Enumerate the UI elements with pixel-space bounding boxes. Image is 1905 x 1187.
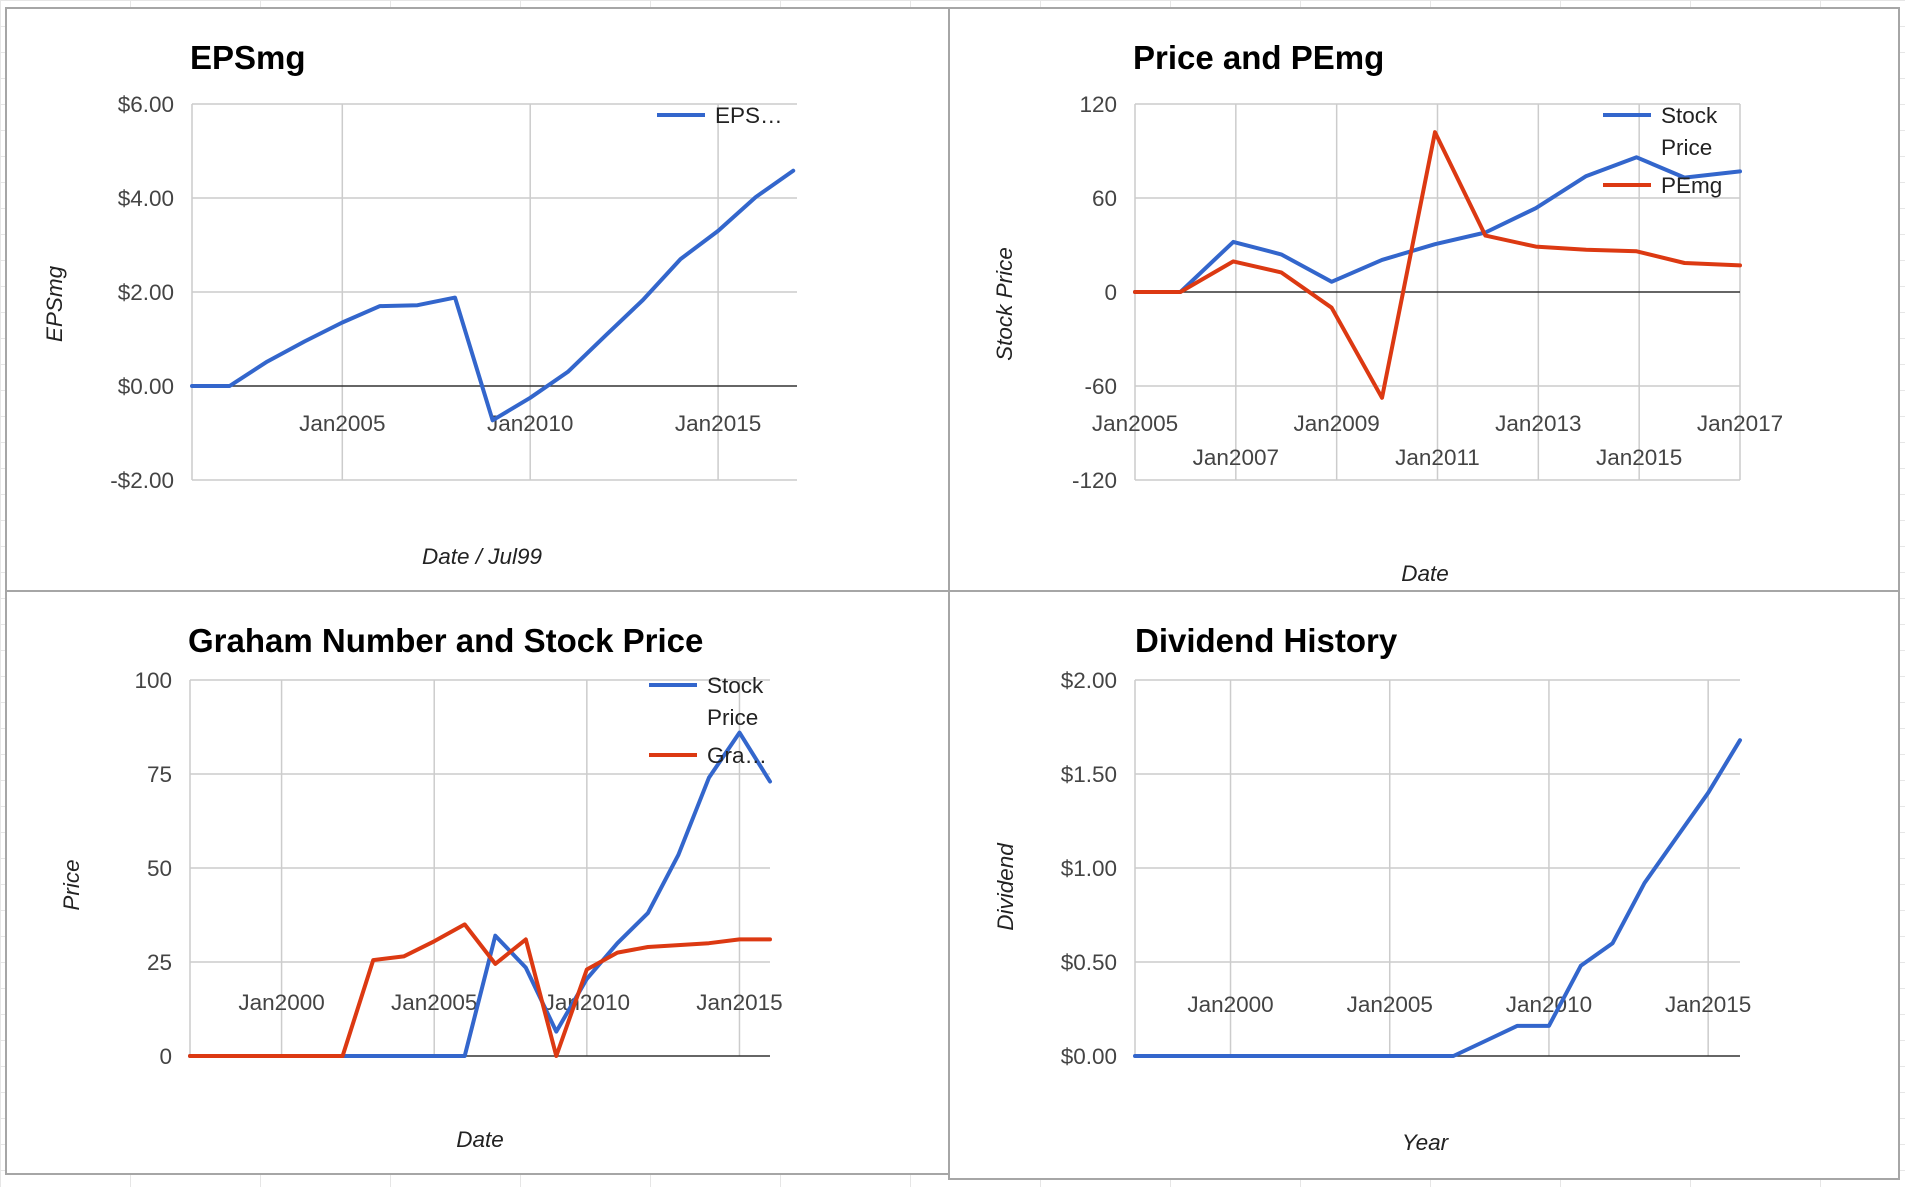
price_pe-y-tick-label: 0: [1104, 280, 1117, 305]
graham-y-tick-label: 50: [147, 856, 172, 881]
graham-legend-label-0: Stock Price: [707, 673, 764, 730]
graham-chart-plot: 100 75 50 25 0 Jan2000 Jan2005 Jan2010 Jan2015 St…: [134, 668, 782, 1069]
graham-x-tick-label: Jan2010: [544, 990, 630, 1015]
graham-x-tick-label: Jan2000: [238, 990, 324, 1015]
graham-chart-title: Graham Number and Stock Price: [188, 622, 703, 659]
eps-legend-label-0: EPS…: [715, 103, 783, 128]
eps-x-tick-label: Jan2005: [299, 411, 385, 436]
price_pe-series-line-1: [1133, 130, 1742, 400]
price_pe-x-tick-label: Jan2009: [1293, 411, 1379, 436]
dividend-y-tick-label: $1.50: [1061, 762, 1117, 787]
graham-chart-panel: Graham Number and Stock Price 100 75 50 25 0…: [5, 590, 950, 1175]
price_pe-x-tick-label: Jan2011: [1395, 445, 1480, 470]
eps-x-tick-label: Jan2015: [675, 411, 761, 436]
price_pe-x-tick-label: Jan2015: [1596, 445, 1682, 470]
graham-y-tick-label: 100: [134, 668, 172, 693]
dividend-x-tick-label: Jan2015: [1665, 992, 1751, 1017]
eps-chart-xlabel: Date / Jul99: [422, 544, 543, 569]
eps-series-line-0: [190, 168, 796, 423]
price-pe-chart-ylabel: Stock Price: [992, 247, 1017, 361]
price_pe-legend-label-1: PEmg: [1661, 173, 1722, 198]
eps-y-tick-label: -$2.00: [110, 468, 174, 493]
dividend-chart: Dividend History $2.00 $1.50 $1.00 $0.50 $0.…: [993, 622, 1752, 1155]
graham-legend-label-line: Stock: [707, 673, 764, 698]
price_pe-x-tick-label: Jan2007: [1193, 445, 1279, 470]
dividend-x-tick-label: Jan2005: [1347, 992, 1433, 1017]
eps-chart-title: EPSmg: [190, 39, 306, 76]
graham-y-tick-label: 0: [159, 1044, 172, 1069]
graham-chart: Graham Number and Stock Price 100 75 50 25 0…: [59, 622, 783, 1152]
dividend-chart-ylabel: Dividend: [993, 842, 1018, 931]
price_pe-legend-label-0: Stock Price: [1661, 103, 1718, 160]
price_pe-legend-label-line: Stock: [1661, 103, 1718, 128]
price-pe-chart-title: Price and PEmg: [1133, 39, 1384, 76]
graham-y-tick-label: 25: [147, 950, 172, 975]
price_pe-x-tick-label: Jan2017: [1697, 411, 1783, 436]
eps-y-tick-label: $4.00: [118, 186, 174, 211]
eps-chart-ylabel: EPSmg: [42, 265, 67, 342]
dividend-chart-title: Dividend History: [1135, 622, 1398, 659]
graham-y-tick-label: 75: [147, 762, 172, 787]
graham-series-line-1: [188, 922, 772, 1058]
price_pe-series-line-0: [1133, 155, 1742, 294]
eps-y-tick-label: $2.00: [118, 280, 174, 305]
eps-y-tick-label: $0.00: [118, 374, 174, 399]
price_pe-legend-label-line: Price: [1661, 135, 1712, 160]
graham-chart-xlabel: Date: [456, 1127, 504, 1152]
dividend-series-line-0: [1133, 738, 1742, 1058]
price-pe-chart-xlabel: Date: [1401, 561, 1449, 586]
dividend-chart-xlabel: Year: [1402, 1130, 1450, 1155]
price-pe-chart-panel: Price and PEmg 120 60 0 -60 -120 Jan2005 Jan20…: [948, 7, 1900, 592]
price_pe-y-tick-label: -120: [1072, 468, 1117, 493]
graham-chart-ylabel: Price: [59, 859, 84, 910]
graham-legend-label-line: Price: [707, 705, 758, 730]
dividend-y-tick-label: $1.00: [1061, 856, 1117, 881]
dividend-y-tick-label: $0.00: [1061, 1044, 1117, 1069]
price-pe-chart: Price and PEmg 120 60 0 -60 -120 Jan2005 Jan20…: [992, 39, 1783, 586]
graham-x-tick-label: Jan2015: [696, 990, 782, 1015]
price_pe-x-tick-label: Jan2005: [1092, 411, 1178, 436]
price_pe-y-tick-label: -60: [1084, 374, 1117, 399]
eps-y-tick-label: $6.00: [118, 92, 174, 117]
price_pe-x-tick-label: Jan2013: [1495, 411, 1581, 436]
graham-legend-label-1: Gra…: [707, 743, 767, 768]
price-pe-chart-plot: 120 60 0 -60 -120 Jan2005 Jan2007 Jan2009 Jan201…: [1072, 92, 1783, 493]
eps-chart: EPSmg $6.00 $4.00 $2.00 $0.00 -$2.00 Jan2005 J…: [42, 39, 797, 569]
dividend-x-tick-label: Jan2000: [1187, 992, 1273, 1017]
graham-x-tick-label: Jan2005: [391, 990, 477, 1015]
dividend-chart-panel: Dividend History $2.00 $1.50 $1.00 $0.50 $0.…: [948, 590, 1900, 1180]
dividend-x-tick-label: Jan2010: [1506, 992, 1592, 1017]
price_pe-y-tick-label: 60: [1092, 186, 1117, 211]
dividend-chart-plot: $2.00 $1.50 $1.00 $0.50 $0.00 Jan2000 Jan2005 J…: [1061, 668, 1752, 1069]
dividend-y-tick-label: $0.50: [1061, 950, 1117, 975]
dividend-y-tick-label: $2.00: [1061, 668, 1117, 693]
eps-chart-panel: EPSmg $6.00 $4.00 $2.00 $0.00 -$2.00 Jan2005 J…: [5, 7, 950, 592]
price_pe-y-tick-label: 120: [1079, 92, 1117, 117]
